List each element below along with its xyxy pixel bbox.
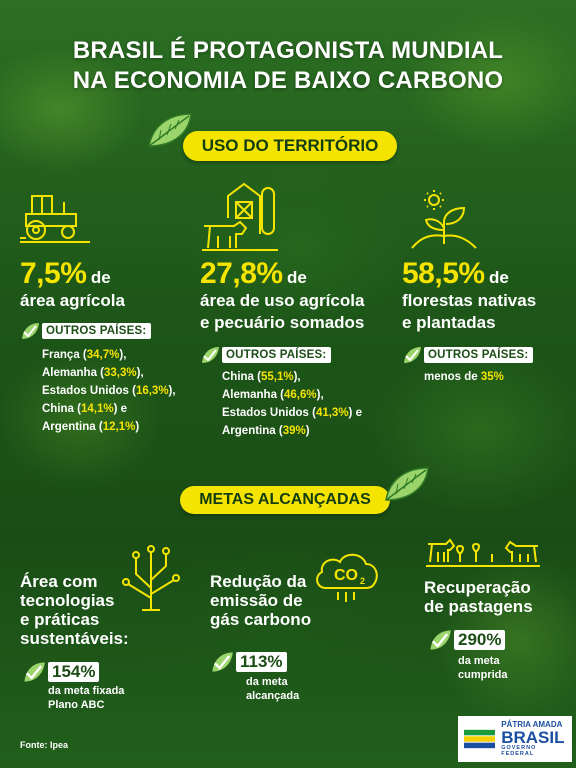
goal-pct-1: 154% [22,660,100,684]
check-leaf-icon [210,650,234,674]
goal-title-2: Redução da emissão de gás carbono [210,572,312,629]
stat-value-1: 7,5% [20,257,87,290]
livestock-icon [424,532,542,572]
list-item: Argentina (12,1%) [42,421,140,433]
list-item: Alemanha (33,3%), [42,367,144,379]
list-item: China (14,1%) e [42,403,128,415]
stat-desc-1: área agrícola [20,291,125,310]
goal-sub-3: da meta cumprida [458,655,508,681]
country-list-3: menos de 35% [424,368,504,386]
check-leaf-icon [428,628,452,652]
stat-card-3: 58,5% de florestas nativas e plantadas [402,257,537,333]
goal-title-1: Área com tecnologias e práticas sustentá… [20,572,129,648]
goal-pct-3: 290% [428,628,506,652]
section-label-territory: USO DO TERRITÓRIO [183,131,397,161]
tag-other-countries-2: OUTROS PAÍSES: [200,345,332,365]
tag-other-countries-1: OUTROS PAÍSES: [20,321,152,341]
circuit-tree-icon [120,544,182,612]
section-label-goals: METAS ALCANÇADAS [180,486,390,514]
list-item: menos de 35% [424,371,504,383]
list-item: Estados Unidos (41,3%) e [222,407,362,419]
leaf-icon [382,464,430,504]
list-item: China (55,1%), [222,371,301,383]
tag-other-countries-3: OUTROS PAÍSES: [402,345,534,365]
title-line-1: BRASIL É PROTAGONISTA MUNDIAL [72,37,504,64]
page-title: BRASIL É PROTAGONISTA MUNDIAL NA ECONOMI… [0,36,576,96]
goal-pct-2: 113% [210,650,287,674]
country-list-2: China (55,1%), Alemanha (46,6%), Estados… [222,368,362,440]
stat-card-1: 7,5% de área agrícola [20,257,125,311]
svg-text:2: 2 [360,576,365,586]
goal-sub-1: da meta fixada Plano ABC [48,685,125,711]
sprout-sun-icon [402,188,482,252]
flag-stripes-icon [464,729,496,749]
country-list-1: França (34,7%), Alemanha (33,3%), Estado… [42,346,176,436]
barn-cow-icon [200,178,280,258]
stat-card-2: 27,8% de área de uso agrícola e pecuário… [200,257,365,333]
list-item: Argentina (39%) [222,425,310,437]
tractor-icon [18,192,92,244]
title-line-2: NA ECONOMIA DE BAIXO CARBONO [72,67,504,94]
check-leaf-icon [20,321,40,341]
list-item: Estados Unidos (16,3%), [42,385,176,397]
goal-title-3: Recuperação de pastagens [424,578,533,616]
stat-value-3: 58,5% [402,257,485,290]
list-item: Alemanha (46,6%), [222,389,324,401]
list-item: França (34,7%), [42,349,127,361]
check-leaf-icon [22,660,46,684]
government-logo: PÁTRIA AMADA BRASIL GOVERNO FEDERAL [458,716,572,762]
goal-sub-2: da meta alcançada [246,676,300,702]
check-leaf-icon [402,345,422,365]
stat-value-2: 27,8% [200,257,283,290]
leaf-icon [145,110,193,150]
co2-cloud-icon: CO 2 [312,548,382,604]
check-leaf-icon [200,345,220,365]
svg-text:CO: CO [334,567,358,584]
source-note: Fonte: Ipea [20,740,69,750]
